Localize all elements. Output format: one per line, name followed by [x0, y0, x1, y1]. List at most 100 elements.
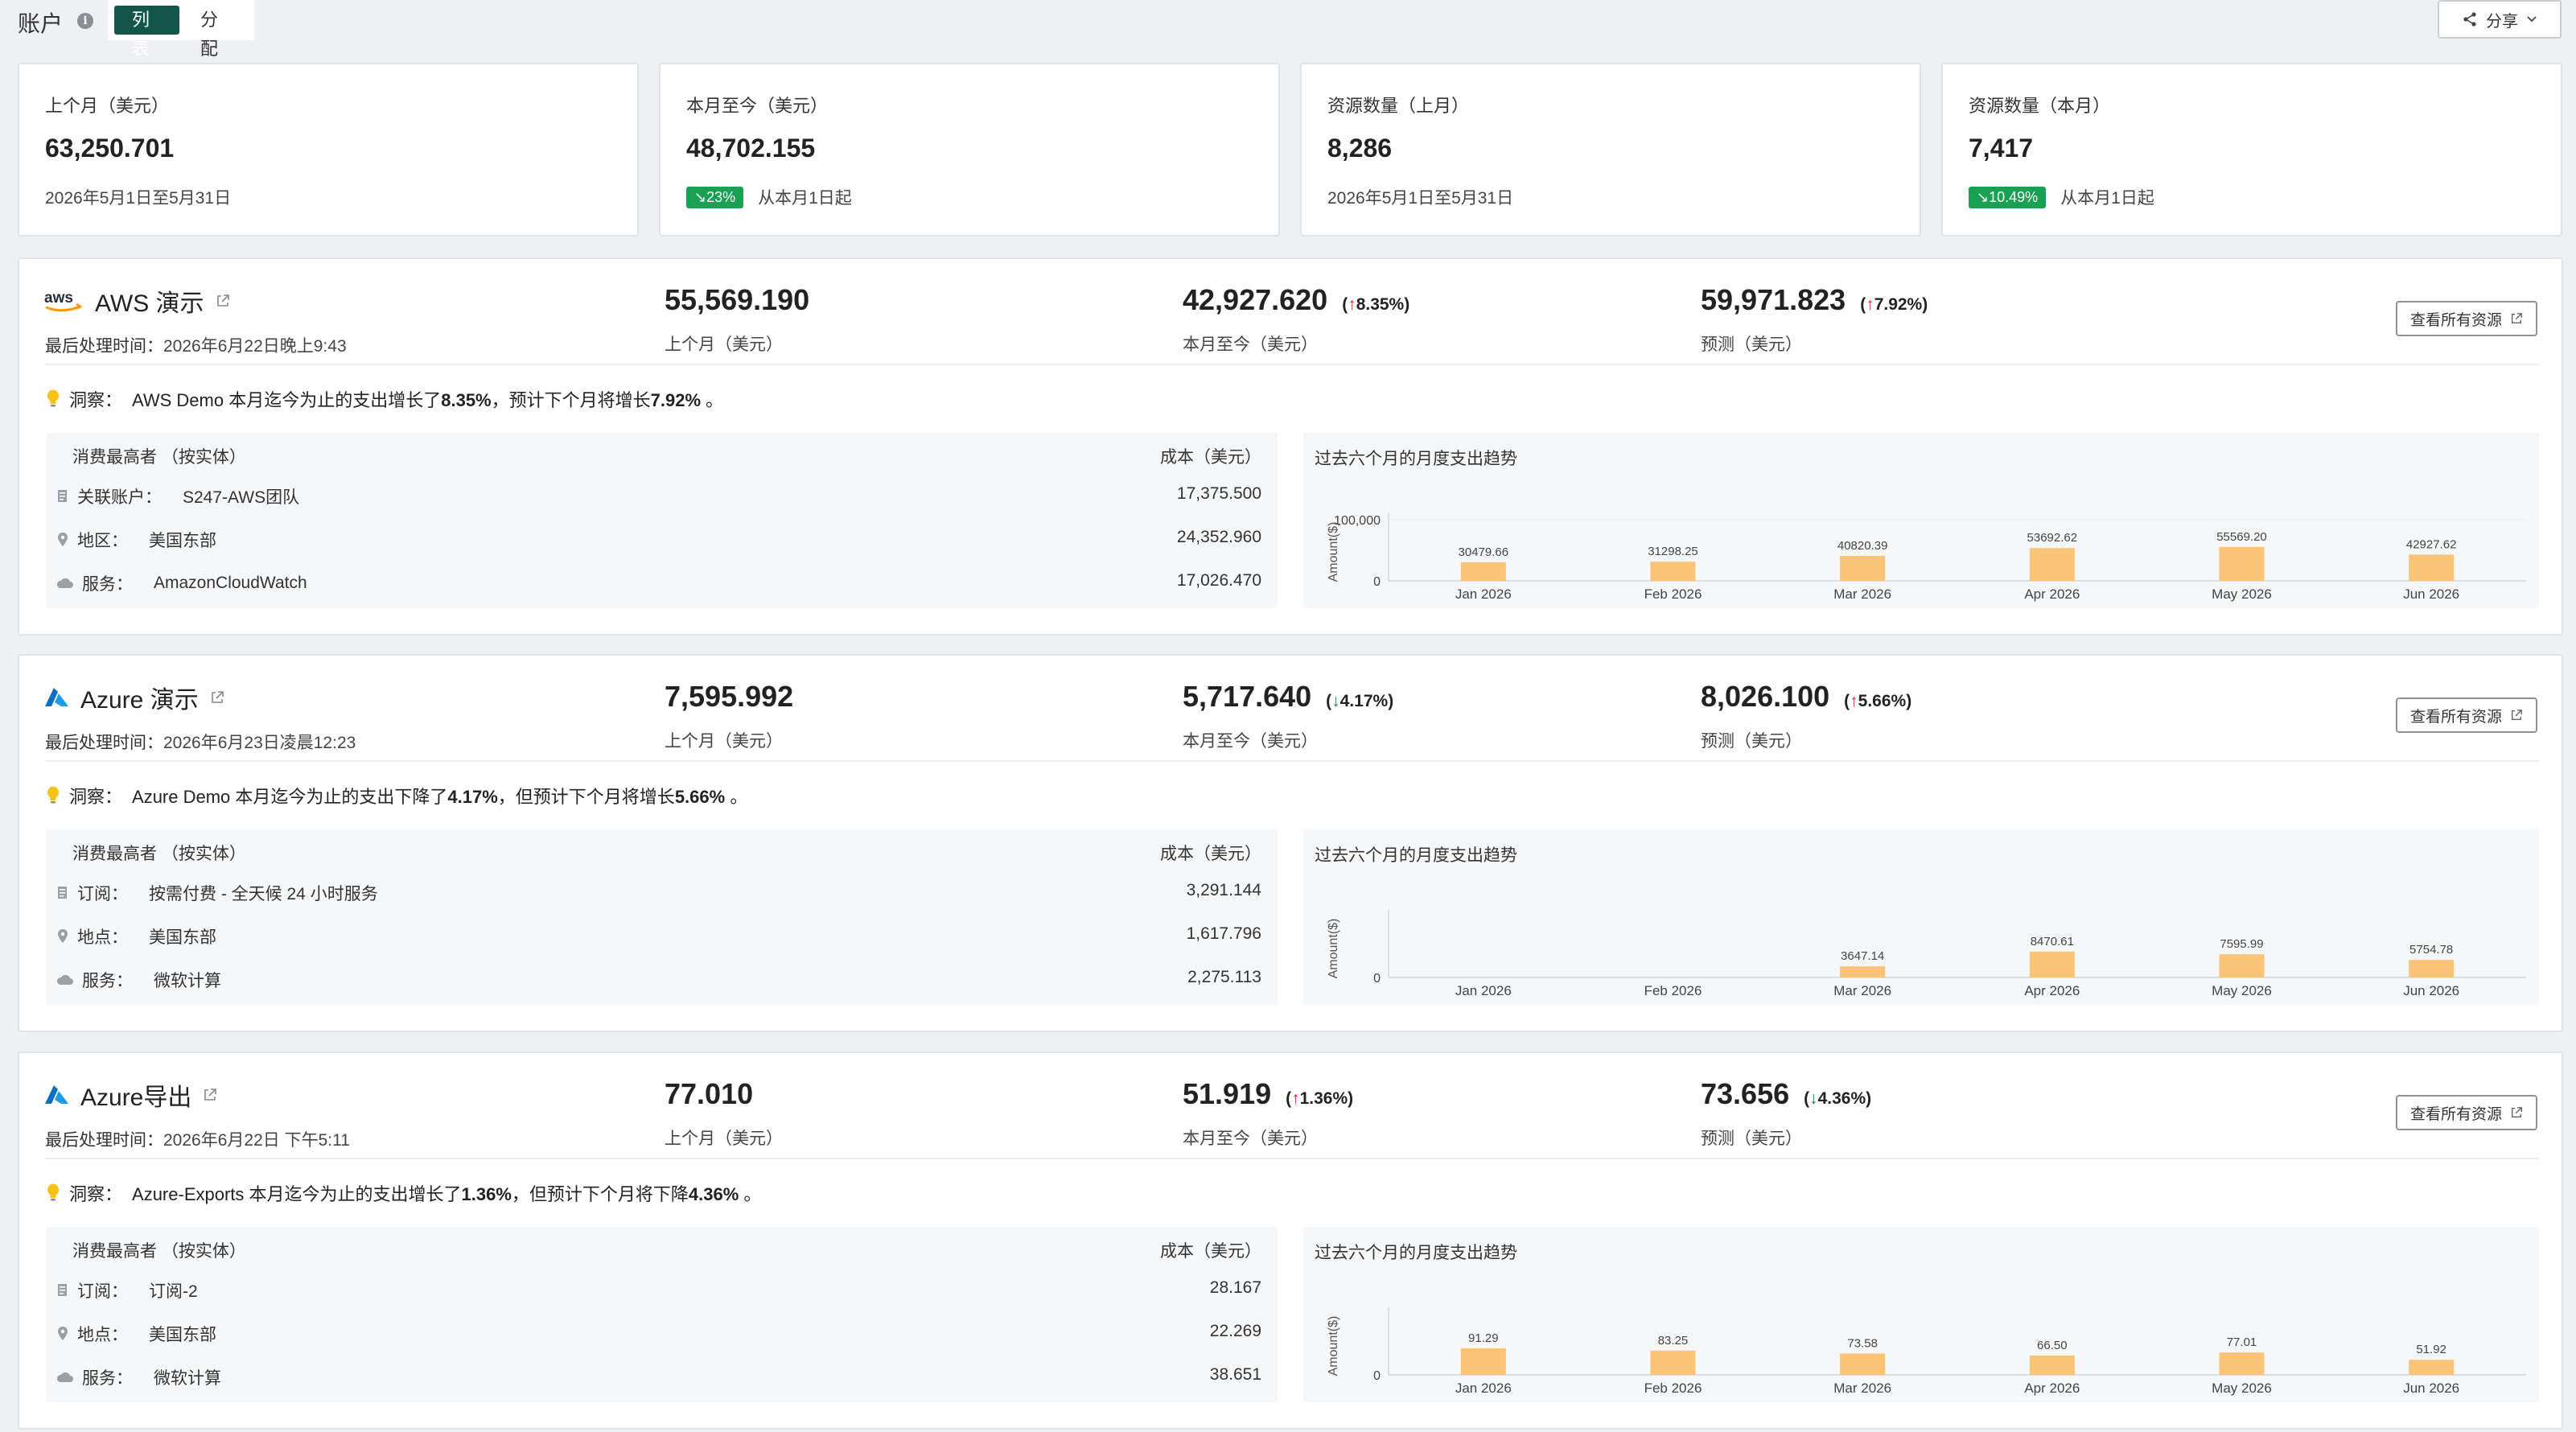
metric-label: 上个月（美元）	[665, 1130, 783, 1148]
insight-mid: ，预计下个月将增长	[491, 390, 651, 410]
metric-month-to-date: 51.919 (↑1.36%) 本月至今（美元）	[1183, 1077, 1353, 1150]
table-row: 地点： 美国东部 22.269	[56, 1322, 1261, 1354]
data-label: 7595.99	[2220, 937, 2263, 951]
row-value[interactable]: 微软计算	[154, 1369, 221, 1388]
view-all-resources-button[interactable]: 查看所有资源	[2396, 697, 2537, 733]
row-cost: 24,352.960	[1176, 528, 1261, 546]
x-tick-label: Feb 2026	[1644, 586, 1702, 602]
row-cost: 28.167	[1209, 1278, 1261, 1297]
external-link-icon[interactable]	[203, 1088, 217, 1102]
last-processed-value: 2026年6月23日凌晨12:23	[163, 734, 356, 752]
account-name-row: Azure导出	[43, 1077, 217, 1113]
table-row: 服务： AmazonCloudWatch 17,026.470	[56, 571, 1261, 603]
data-label: 55569.20	[2216, 530, 2267, 544]
x-tick-label: Apr 2026	[2024, 983, 2080, 998]
metric-label: 预测（美元）	[1701, 732, 1802, 751]
table-row: 订阅： 订阅-2 28.167	[56, 1278, 1261, 1311]
row-value[interactable]: AmazonCloudWatch	[154, 574, 307, 592]
view-all-resources-button[interactable]: 查看所有资源	[2396, 301, 2537, 336]
x-tick-label: Apr 2026	[2024, 586, 2080, 602]
x-tick-label: Feb 2026	[1644, 983, 1702, 998]
external-link-icon[interactable]	[216, 294, 230, 308]
table-header-entity: 消费最高者 （按实体）	[72, 448, 246, 467]
data-label: 73.58	[1847, 1336, 1878, 1350]
share-button[interactable]: 分享	[2438, 0, 2562, 39]
y-axis-label: Amount($)	[1327, 919, 1340, 979]
row-value[interactable]: 美国东部	[149, 1326, 216, 1344]
x-tick-label: Mar 2026	[1833, 983, 1891, 998]
account-name[interactable]: Azure 演示	[80, 687, 199, 714]
location-pin-icon	[58, 929, 68, 943]
info-icon[interactable]: i	[77, 13, 93, 29]
metric-label: 本月至今（美元）	[1183, 1130, 1318, 1148]
data-label: 83.25	[1658, 1334, 1689, 1348]
azure-logo-icon	[45, 688, 68, 706]
change-badge: ↘10.49%	[1969, 186, 2047, 208]
bar	[1840, 555, 1886, 581]
account-card: Azure导出 最后处理时间：2026年6月22日 下午5:11 77.010 …	[18, 1051, 2563, 1430]
row-value[interactable]: 订阅-2	[149, 1282, 198, 1301]
row-value[interactable]: 美国东部	[149, 532, 216, 550]
summary-label: 上个月（美元）	[45, 96, 170, 116]
row-value[interactable]: 美国东部	[149, 928, 216, 947]
row-value[interactable]: S247-AWS团队	[183, 488, 300, 507]
external-link-icon[interactable]	[210, 690, 224, 705]
row-value[interactable]: 微软计算	[154, 972, 221, 990]
y-tick-label: 100,000	[1334, 514, 1381, 528]
chevron-down-icon	[2527, 16, 2537, 23]
x-tick-label: Jan 2026	[1455, 586, 1512, 602]
cloud-icon	[56, 974, 73, 985]
metric-value: 42,927.620	[1183, 283, 1328, 316]
change-badge: ↘23%	[686, 186, 744, 208]
table-row: 订阅： 按需付费 - 全天候 24 小时服务 3,291.144	[56, 881, 1261, 913]
chart-title: 过去六个月的月度支出趋势	[1315, 846, 1517, 865]
account-card: Azure 演示 最后处理时间：2026年6月23日凌晨12:23 7,595.…	[18, 654, 2563, 1032]
last-processed: 最后处理时间：2026年6月22日晚上9:43	[45, 333, 347, 357]
table-row: 服务： 微软计算 2,275.113	[56, 968, 1261, 1000]
metric-label: 本月至今（美元）	[1183, 732, 1318, 751]
metric-value: 73.656	[1701, 1077, 1790, 1110]
table-row: 地点： 美国东部 1,617.796	[56, 924, 1261, 957]
row-category: 地点：	[77, 1326, 128, 1344]
last-processed-value: 2026年6月22日晚上9:43	[163, 337, 347, 356]
row-category: 地点：	[77, 928, 128, 947]
insight-value-1: 1.36%	[461, 1184, 512, 1204]
view-all-label: 查看所有资源	[2409, 1105, 2502, 1123]
metric-last-month: 7,595.992 上个月（美元）	[665, 680, 793, 752]
data-label: 8470.61	[2031, 935, 2074, 948]
bar-chart: Amount($) 0 91.29 Jan 2026 83.25 Feb 2026 73.5…	[1327, 1307, 2526, 1396]
trend-arrow-icon: ↓	[1331, 692, 1340, 710]
bar	[1650, 1350, 1696, 1375]
top-spenders-table: 消费最高者 （按实体） 成本（美元） 订阅： 按需付费 - 全天候 24 小时服务…	[47, 829, 1278, 1005]
table-header-entity: 消费最高者 （按实体）	[72, 1242, 246, 1261]
trend-arrow-icon: ↓	[1809, 1089, 1818, 1108]
summary-sub: 从本月1日起	[758, 189, 852, 208]
bar	[2219, 1352, 2265, 1375]
last-processed-label: 最后处理时间：	[45, 337, 163, 356]
cloud-icon	[56, 1372, 73, 1382]
row-category: 订阅：	[77, 885, 128, 903]
table-header-cost: 成本（美元）	[1160, 1242, 1261, 1261]
allocation-view-button[interactable]: 分配	[200, 10, 219, 59]
account-name[interactable]: Azure导出	[80, 1084, 192, 1111]
divider	[45, 364, 2539, 365]
change-indicator: (↓4.17%)	[1326, 692, 1394, 710]
metric-last-month: 77.010 上个月（美元）	[665, 1077, 783, 1150]
row-category: 订阅：	[77, 1282, 128, 1301]
summary-label: 本月至今（美元）	[686, 96, 829, 116]
lightbulb-icon	[47, 786, 59, 804]
data-label: 30479.66	[1459, 545, 1509, 559]
view-all-resources-button[interactable]: 查看所有资源	[2396, 1095, 2537, 1130]
account-name[interactable]: AWS 演示	[95, 290, 204, 317]
bar	[2029, 1355, 2075, 1375]
change-value: 1.36%	[1299, 1089, 1348, 1108]
summary-value: 48,702.155	[686, 134, 816, 163]
last-processed: 最后处理时间：2026年6月22日 下午5:11	[45, 1127, 350, 1151]
insight-value-2: 4.36%	[688, 1184, 739, 1204]
row-value[interactable]: 按需付费 - 全天候 24 小时服务	[149, 885, 378, 903]
list-view-button[interactable]: 列表	[114, 6, 179, 59]
change-indicator: (↑8.35%)	[1342, 295, 1410, 314]
metric-value: 8,026.100	[1701, 680, 1830, 713]
account-card: aws AWS 演示 最后处理时间：2026年6月22日晚上9:43 55,56…	[18, 257, 2563, 636]
insight-mid: ，但预计下个月将增长	[497, 787, 675, 807]
